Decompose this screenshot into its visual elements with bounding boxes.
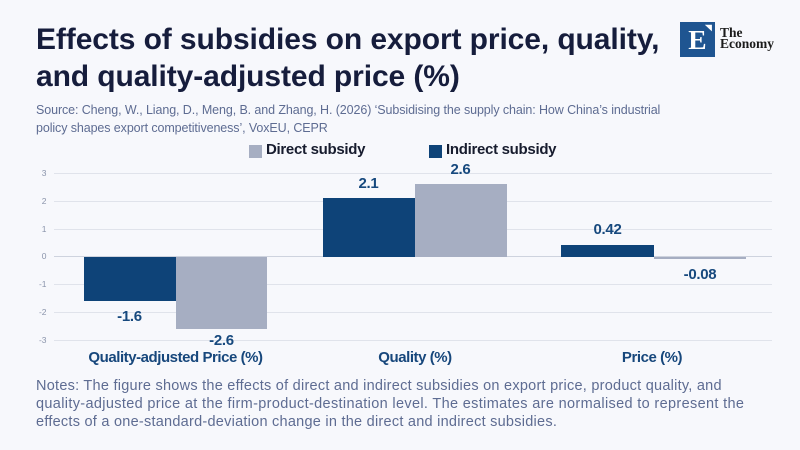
svg-text:E: E [688, 24, 706, 55]
